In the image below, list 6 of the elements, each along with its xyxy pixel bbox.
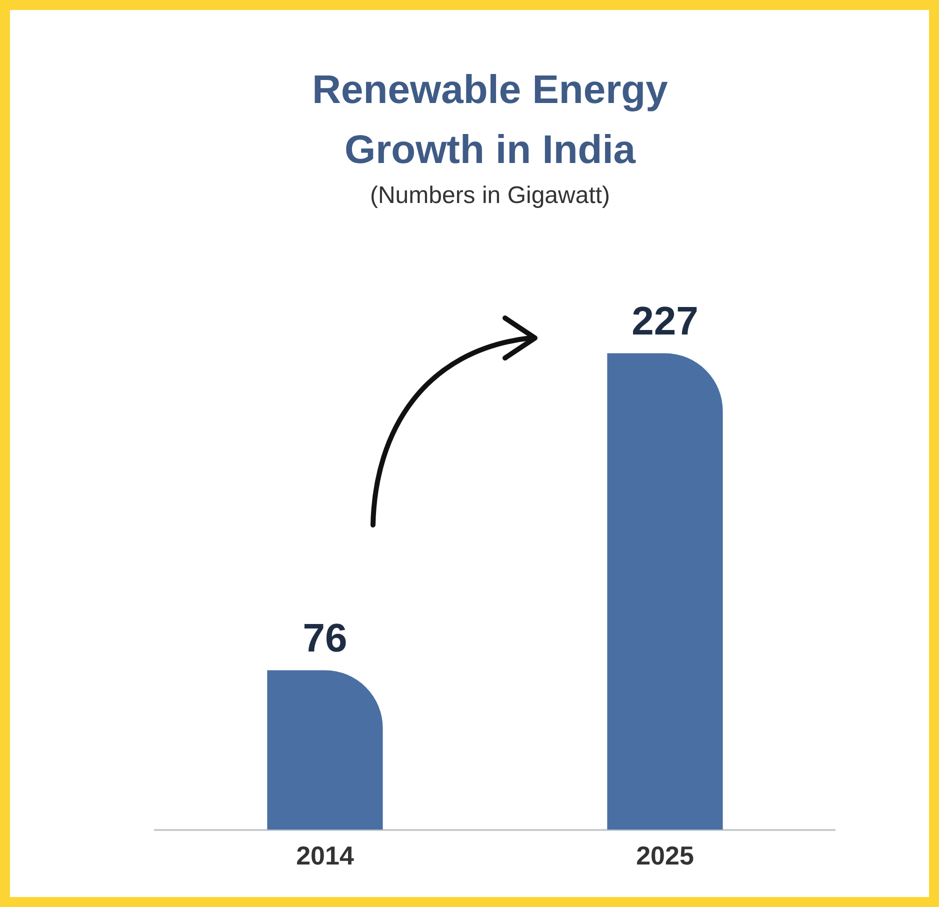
- chart-title: Renewable Energy Growth in India: [311, 67, 669, 174]
- data-label: 227: [632, 299, 698, 344]
- x-tick-label: 2014: [296, 840, 354, 871]
- x-tick-label: 2025: [636, 840, 694, 871]
- chart-subtitle: (Numbers in Gigawatt): [368, 182, 612, 210]
- data-label: 76: [302, 616, 348, 660]
